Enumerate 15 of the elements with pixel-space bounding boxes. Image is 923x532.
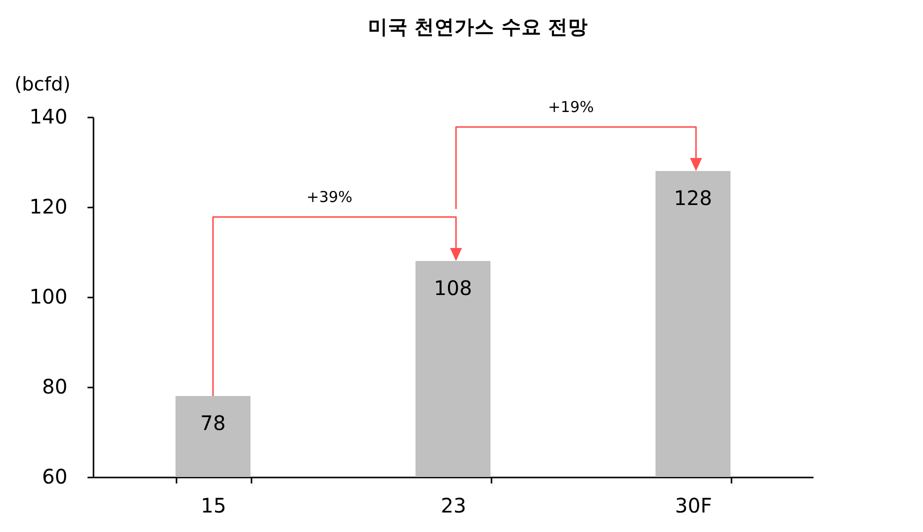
chart-title: 미국 천연가스 수요 전망 [368, 16, 588, 38]
x-tick-label: 15 [200, 494, 226, 518]
annotation: +39% [306, 188, 352, 206]
y-tick-label: 140 [29, 104, 68, 128]
y-tick-label: 100 [29, 284, 68, 308]
y-axis-title: (bcfd) [14, 74, 71, 96]
y-tick-label: 80 [42, 374, 68, 398]
y-tick-label: 120 [29, 194, 68, 218]
y-tick-label: 60 [42, 464, 68, 488]
text: +19% [548, 98, 594, 116]
data-label: 128 [674, 186, 712, 210]
x-tick-label: 23 [440, 494, 466, 518]
data-label: 108 [434, 276, 472, 300]
x-tick-label: 30F [675, 494, 712, 518]
data-label: 78 [200, 411, 226, 435]
